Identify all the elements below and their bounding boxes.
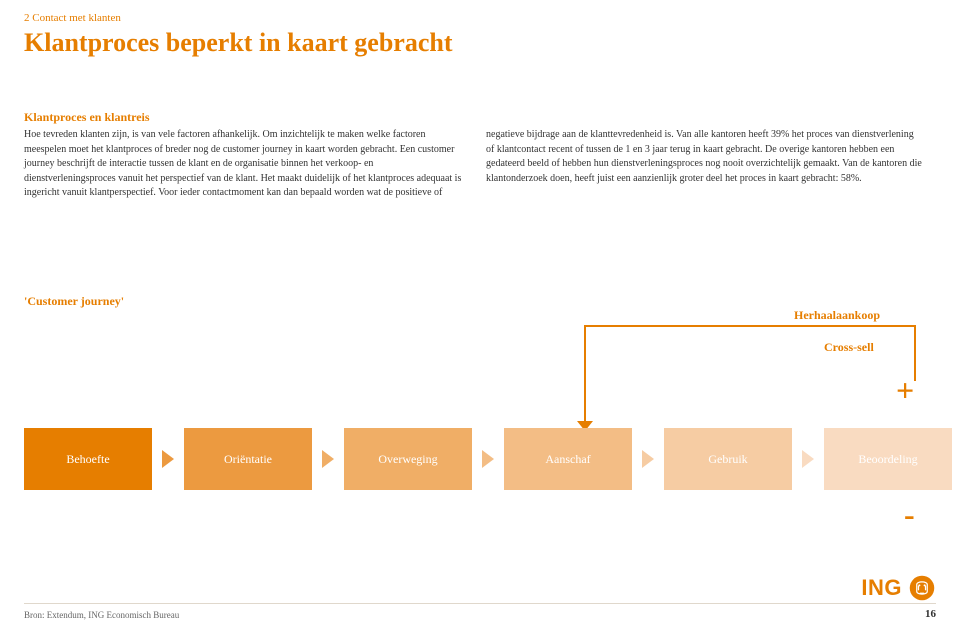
herhaalaankoop-label: Herhaalaankoop (794, 308, 880, 323)
lion-icon (908, 574, 936, 602)
ing-logo-text: ING (861, 575, 902, 601)
stage-box: Gebruik (664, 428, 792, 490)
arrow-right-icon (642, 450, 654, 468)
stage-box: Behoefte (24, 428, 152, 490)
arrow-right-icon (802, 450, 814, 468)
body-paragraph: Hoe tevreden klanten zijn, is van vele f… (24, 128, 924, 201)
ing-logo: ING (861, 574, 936, 602)
source-text: Bron: Extendum, ING Economisch Bureau (24, 610, 179, 620)
stage-row: Behoefte Oriëntatie Overweging Aanschaf Gebr… (24, 428, 960, 490)
stage-box: Beoordeling (824, 428, 952, 490)
breadcrumb: 2 Contact met klanten (24, 12, 121, 24)
page-number: 16 (925, 608, 936, 620)
feedback-line-right (914, 325, 916, 381)
customer-journey-diagram: Herhaalaankoop Cross-sell + - BehoefteOr… (24, 300, 936, 520)
footer: Bron: Extendum, ING Economisch Bureau 16 (24, 608, 936, 620)
stage-box: Aanschaf (504, 428, 632, 490)
page-title: Klantproces beperkt in kaart gebracht (24, 28, 453, 58)
arrow-right-icon (322, 450, 334, 468)
arrow-right-icon (482, 450, 494, 468)
plus-icon: + (896, 372, 914, 409)
stage-box: Oriëntatie (184, 428, 312, 490)
cross-sell-label: Cross-sell (824, 340, 874, 355)
feedback-line-left (584, 325, 586, 425)
arrow-right-icon (162, 450, 174, 468)
feedback-line-top (584, 325, 914, 327)
stage-box: Overweging (344, 428, 472, 490)
footer-divider (24, 603, 936, 604)
minus-icon: - (904, 496, 915, 533)
section-subtitle: Klantproces en klantreis (24, 110, 150, 125)
